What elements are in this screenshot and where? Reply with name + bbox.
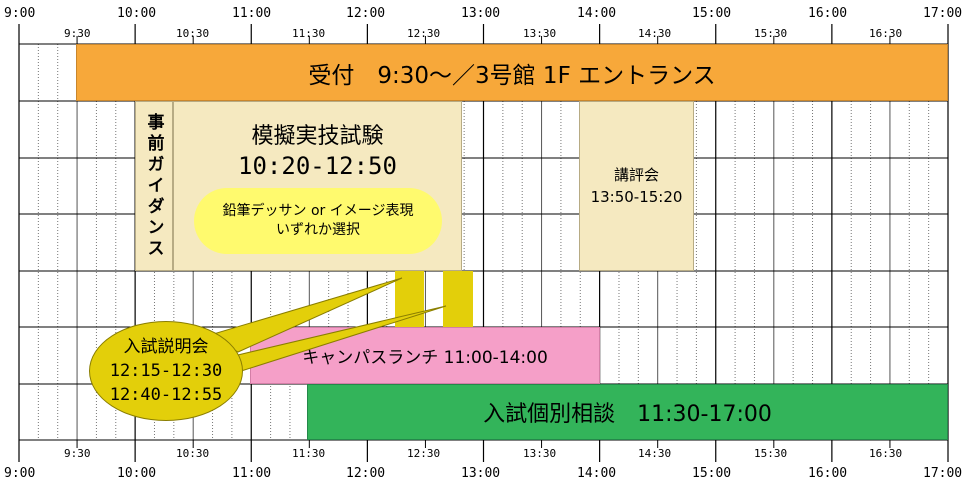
tick-1300-top: 13:00	[461, 6, 501, 21]
tick-1000-bottom: 10:00	[117, 466, 157, 481]
tick-1130-bottom: 11:30	[292, 447, 326, 460]
briefing-marker-2	[443, 271, 473, 327]
tick-1330-top: 13:30	[523, 27, 557, 40]
consultation-bar: 入試個別相談 11:30-17:00	[307, 384, 948, 440]
tick-0930-top: 9:30	[64, 27, 91, 40]
mock-exam-title: 模擬実技試験	[251, 124, 384, 149]
pre-guidance-block: 事前ガイダンス	[135, 101, 173, 271]
consultation-text: 入試個別相談 11:30-17:00	[483, 402, 772, 427]
tick-1200-top: 12:00	[346, 6, 386, 21]
mock-exam-time: 10:20-12:50	[238, 152, 397, 180]
tick-0900-top: 9:00	[4, 6, 36, 21]
tick-1130-top: 11:30	[292, 27, 326, 40]
review-title: 講評会	[613, 166, 659, 184]
tick-1600-bottom: 16:00	[808, 466, 848, 481]
tick-1100-top: 11:00	[232, 6, 272, 21]
tick-1530-top: 15:30	[754, 27, 788, 40]
review-block: 講評会 13:50-15:20	[579, 101, 694, 271]
tick-1030-bottom: 10:30	[176, 447, 210, 460]
tick-1200-bottom: 12:00	[346, 466, 386, 481]
tick-1400-bottom: 14:00	[577, 466, 617, 481]
tick-1230-bottom: 12:30	[407, 447, 441, 460]
reception-text: 受付 9:30～／3号館 1F エントランス	[308, 62, 716, 89]
briefing-time-1: 12:15-12:30	[109, 361, 223, 381]
briefing-time-2: 12:40-12:55	[109, 385, 223, 405]
tick-1600-top: 16:00	[808, 6, 848, 21]
mock-exam-option-bubble: 鉛筆デッサン or イメージ表現 いずれか選択	[194, 188, 442, 254]
tick-1630-top: 16:30	[869, 27, 903, 40]
tick-1330-bottom: 13:30	[523, 447, 557, 460]
mock-exam-option-line2: いずれか選択	[276, 222, 360, 238]
tick-1100-bottom: 11:00	[232, 466, 272, 481]
tick-1400-top: 14:00	[577, 6, 617, 21]
briefing-title: 入試説明会	[123, 337, 209, 357]
tick-1430-top: 14:30	[638, 27, 672, 40]
tick-0900-bottom: 9:00	[4, 466, 36, 481]
pre-guidance-text: 事前ガイダンス	[143, 112, 164, 260]
tick-1030-top: 10:30	[176, 27, 210, 40]
tick-1430-bottom: 14:30	[638, 447, 672, 460]
tick-1000-top: 10:00	[117, 6, 157, 21]
tick-1300-bottom: 13:00	[461, 466, 501, 481]
briefing-bubble: 入試説明会 12:15-12:30 12:40-12:55	[89, 321, 243, 421]
tick-1630-bottom: 16:30	[869, 447, 903, 460]
campus-lunch-text: キャンパスランチ 11:00-14:00	[302, 348, 548, 368]
tick-1230-top: 12:30	[407, 27, 441, 40]
tick-1700-bottom: 17:00	[923, 466, 963, 481]
tick-1500-top: 15:00	[692, 6, 732, 21]
review-time: 13:50-15:20	[590, 188, 683, 206]
tick-1530-bottom: 15:30	[754, 447, 788, 460]
tick-1500-bottom: 15:00	[692, 466, 732, 481]
reception-bar: 受付 9:30～／3号館 1F エントランス	[76, 44, 948, 101]
mock-exam-option-line1: 鉛筆デッサン or イメージ表現	[222, 203, 414, 219]
tick-0930-bottom: 9:30	[64, 447, 91, 460]
tick-1700-top: 17:00	[923, 6, 963, 21]
